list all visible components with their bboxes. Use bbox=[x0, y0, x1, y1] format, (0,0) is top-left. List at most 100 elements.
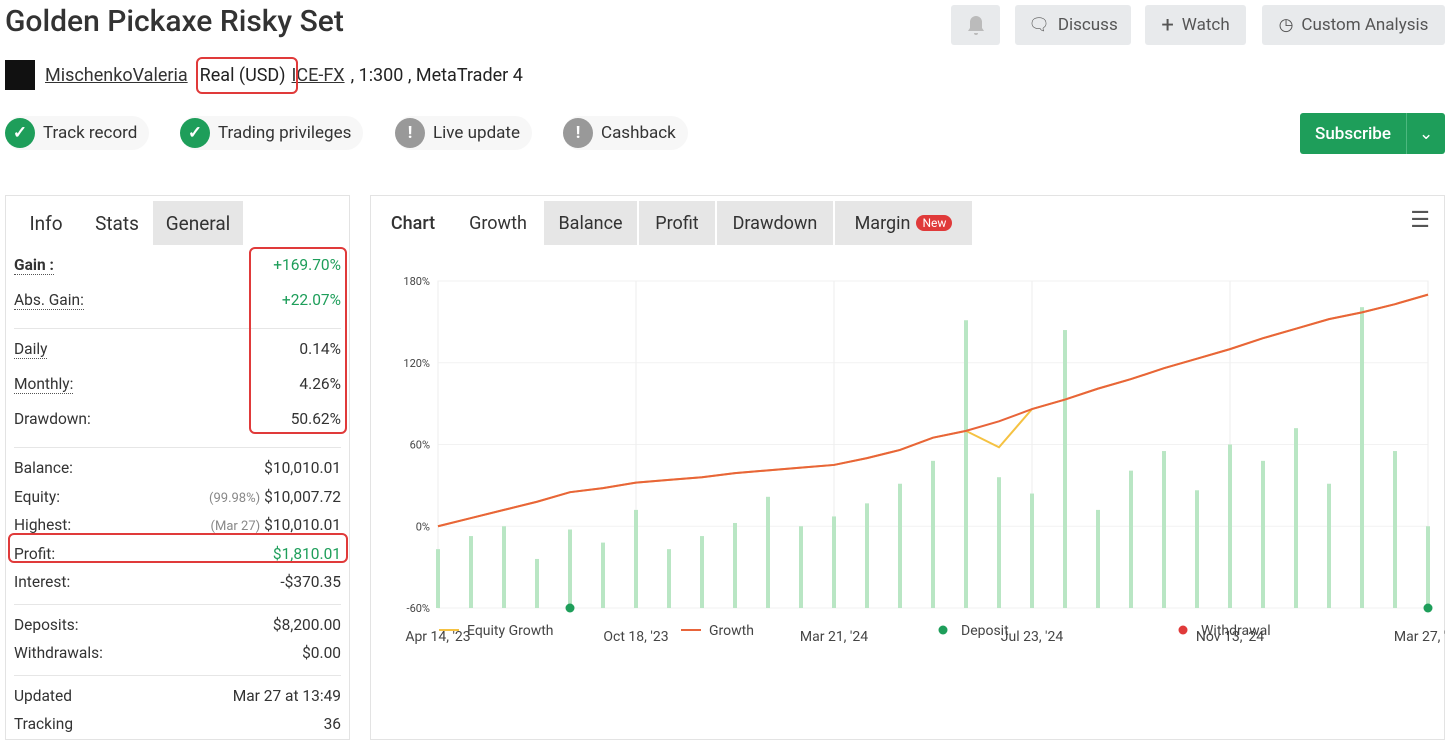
separator bbox=[14, 603, 341, 605]
bar bbox=[535, 558, 539, 608]
bar bbox=[865, 503, 869, 608]
stat-row: Drawdown: 50.62% bbox=[14, 410, 341, 428]
line bbox=[437, 293, 1429, 528]
label: Custom Analysis bbox=[1301, 15, 1429, 35]
bar bbox=[667, 549, 671, 608]
bar bbox=[964, 320, 968, 608]
label: Watch bbox=[1181, 15, 1230, 35]
discuss-button[interactable]: 🗨 Discuss bbox=[1015, 5, 1131, 45]
stat-value: $10,007.72 bbox=[264, 487, 341, 506]
stat-value: $10,010.01 bbox=[264, 459, 341, 477]
tab[interactable]: Balance bbox=[544, 201, 637, 245]
bar bbox=[799, 526, 803, 608]
badge-label: Cashback bbox=[601, 123, 676, 143]
watch-button[interactable]: + Watch bbox=[1145, 5, 1246, 45]
bell-icon bbox=[967, 16, 984, 35]
stat-row: Interest: -$370.35 bbox=[14, 573, 341, 591]
owner-link[interactable]: MischenkoValeria bbox=[45, 64, 188, 86]
stat-value-wrap: $1,810.01 bbox=[273, 545, 341, 563]
stat-value: 50.62% bbox=[290, 410, 341, 428]
stat-row: Highest: (Mar 27) $10,010.01 bbox=[14, 516, 341, 534]
x-tick-label: Nov 13, '24 bbox=[1196, 629, 1264, 645]
stat-label: Highest: bbox=[14, 516, 72, 534]
x-tick-label: Oct 18, '23 bbox=[603, 629, 668, 645]
bar bbox=[502, 526, 506, 608]
stat-label: Updated bbox=[14, 686, 72, 705]
point bbox=[565, 603, 575, 613]
tab[interactable]: Margin New bbox=[835, 201, 972, 245]
stat-value: 4.26% bbox=[299, 375, 341, 393]
dropdown[interactable]: ⌄ bbox=[1406, 113, 1433, 154]
stat-value: $8,200.00 bbox=[272, 615, 341, 634]
bar bbox=[634, 509, 638, 608]
badge-icon: ✓ bbox=[180, 118, 210, 148]
stat-value: 0.14% bbox=[299, 340, 341, 358]
legend-label[interactable]: Equity Growth bbox=[467, 623, 554, 639]
stat-label: Interest: bbox=[14, 573, 71, 591]
stat-label: Daily bbox=[14, 340, 48, 359]
stat-label: Tracking bbox=[14, 715, 74, 733]
bar bbox=[1195, 490, 1199, 608]
badge: ! Cashback bbox=[563, 116, 688, 150]
legend-label[interactable]: Deposit bbox=[961, 623, 1009, 639]
bar bbox=[1327, 483, 1331, 608]
legend-label[interactable]: Growth bbox=[709, 623, 754, 639]
bar bbox=[1393, 451, 1397, 608]
legend-label[interactable]: Withdrawal bbox=[1201, 623, 1271, 639]
separator bbox=[14, 447, 341, 448]
tab[interactable]: Drawdown bbox=[717, 201, 833, 245]
stats-panel: Info Stats General Gain : +169.70% Abs. Gain:… bbox=[5, 195, 350, 740]
bar bbox=[1261, 460, 1265, 608]
y-tick-label: 0% bbox=[416, 520, 430, 533]
bell-button[interactable] bbox=[951, 5, 1000, 45]
stat-value: Mar 27 at 13:49 bbox=[232, 686, 341, 705]
subscribe-button[interactable]: Subscribe ⌄ bbox=[1300, 113, 1445, 154]
bar bbox=[1294, 428, 1298, 608]
stat-row: Equity: (99.98%) $10,007.72 bbox=[14, 488, 341, 506]
highlight bbox=[8, 533, 348, 563]
stat-label: Monthly: bbox=[14, 375, 74, 394]
logo bbox=[5, 60, 35, 90]
separator bbox=[14, 674, 341, 676]
broker-link[interactable]: ICE-FX bbox=[291, 64, 345, 86]
bar bbox=[1030, 493, 1034, 608]
settings-icon[interactable]: ☰ bbox=[1410, 208, 1430, 233]
tab[interactable]: General bbox=[153, 201, 243, 245]
icon: + bbox=[1161, 12, 1174, 38]
badge-icon: ✓ bbox=[5, 118, 35, 148]
stat-note: (Mar 27) bbox=[210, 519, 261, 534]
stat-row: Monthly: 4.26% bbox=[14, 375, 341, 394]
stat-value-wrap: 50.62% bbox=[291, 410, 341, 428]
stat-value-wrap: 36 bbox=[324, 715, 341, 733]
stat-label: Gain : bbox=[14, 256, 54, 275]
stat-value: $0.00 bbox=[302, 644, 341, 662]
y-tick-label: -60% bbox=[407, 602, 430, 615]
bar bbox=[436, 549, 440, 608]
stat-value-wrap: $8,200.00 bbox=[273, 616, 341, 634]
tab[interactable]: Chart bbox=[390, 212, 436, 234]
bar bbox=[733, 522, 737, 608]
tab[interactable]: Info bbox=[29, 211, 63, 235]
tab[interactable]: Growth bbox=[469, 212, 527, 234]
legend-swatch bbox=[938, 625, 948, 635]
tab[interactable]: Profit bbox=[639, 201, 715, 245]
stat-value-wrap: 4.26% bbox=[299, 375, 341, 394]
badge-label: Track record bbox=[43, 123, 138, 143]
highlight bbox=[196, 57, 298, 94]
stat-row: Gain : +169.70% bbox=[14, 256, 341, 275]
stat-note: (99.98%) bbox=[209, 490, 261, 506]
y-tick-label: 60% bbox=[410, 439, 430, 452]
bar bbox=[1228, 444, 1232, 608]
badge: ✓ Trading privileges bbox=[180, 116, 364, 150]
stat-value: +169.70% bbox=[273, 256, 341, 274]
bar bbox=[469, 536, 473, 608]
bar bbox=[700, 536, 704, 608]
x-tick-label: Apr 14, '23 bbox=[405, 629, 470, 645]
badge-label: Trading privileges bbox=[218, 123, 352, 143]
x-tick-label: Mar 27, '25 bbox=[1394, 629, 1445, 645]
y-tick-label: 180% bbox=[403, 275, 430, 288]
stat-value-wrap: (99.98%) $10,007.72 bbox=[209, 488, 341, 506]
custom-analysis-button[interactable]: ◷ Custom Analysis bbox=[1262, 5, 1445, 45]
stat-value-wrap: -$370.35 bbox=[280, 573, 341, 591]
tab[interactable]: Stats bbox=[95, 211, 139, 235]
